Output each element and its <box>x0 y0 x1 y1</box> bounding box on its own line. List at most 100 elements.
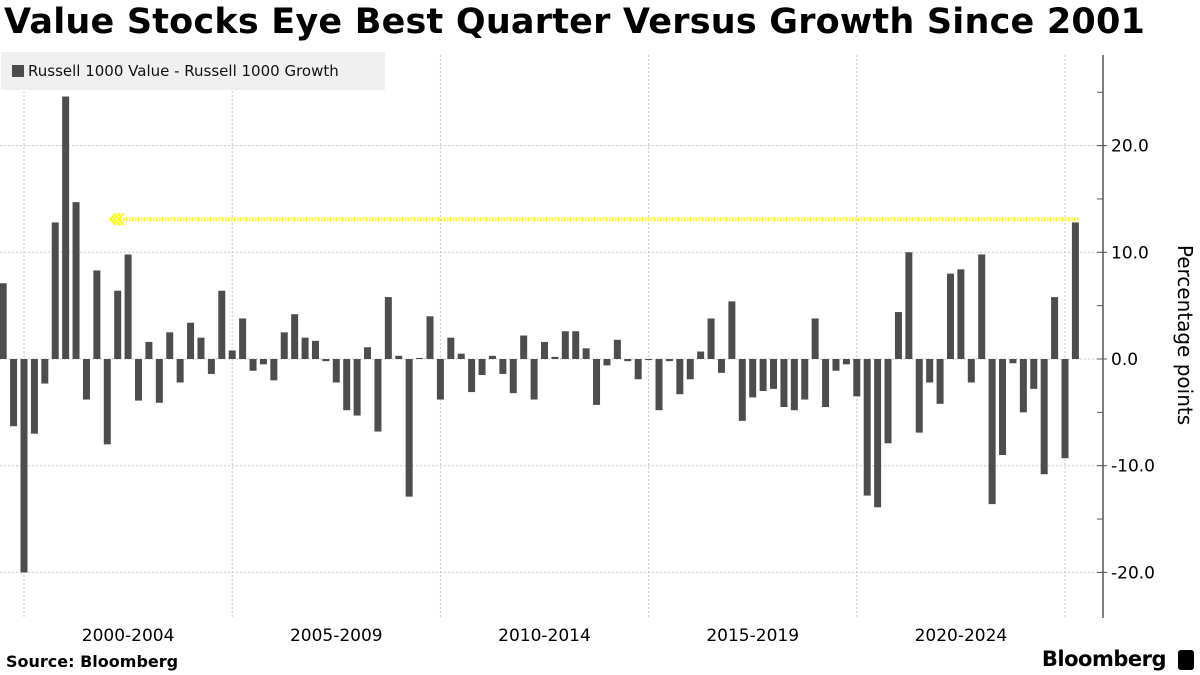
bar <box>353 359 361 416</box>
bar <box>551 356 559 359</box>
bar <box>343 359 351 411</box>
bar <box>20 359 28 573</box>
bloomberg-logo: Bloomberg <box>1041 647 1167 671</box>
bar <box>72 202 80 359</box>
y-tick-label: 0.0 <box>1111 350 1138 370</box>
bar <box>613 339 621 359</box>
bar <box>728 301 736 359</box>
bar <box>738 359 746 421</box>
bar <box>426 316 434 359</box>
bar <box>582 348 590 359</box>
bar <box>999 359 1007 456</box>
bar <box>665 359 673 362</box>
bar <box>915 359 923 433</box>
bar <box>770 359 778 389</box>
legend: Russell 1000 Value - Russell 1000 Growth <box>1 52 385 90</box>
legend-label: Russell 1000 Value - Russell 1000 Growth <box>28 62 339 80</box>
chart-title: Value Stocks Eye Best Quarter Versus Gro… <box>4 2 1146 42</box>
bar <box>1009 359 1017 364</box>
y-axis-label: Percentage points <box>1173 245 1197 425</box>
bar <box>520 335 528 359</box>
x-tick-label: 2020-2024 <box>915 626 1008 646</box>
bar <box>530 359 538 400</box>
source-note: Source: Bloomberg <box>6 652 179 671</box>
bar <box>749 359 757 398</box>
bar <box>187 322 195 359</box>
bar <box>1030 359 1038 389</box>
bar <box>280 332 288 359</box>
x-tick-label: 2015-2019 <box>706 626 799 646</box>
bar <box>759 359 767 392</box>
legend-swatch <box>12 65 24 77</box>
bar <box>322 359 330 362</box>
bar <box>572 331 580 359</box>
bar <box>842 359 850 365</box>
bar <box>541 341 548 359</box>
bar <box>697 351 705 359</box>
bar <box>853 359 861 397</box>
bar <box>301 337 309 359</box>
bar <box>311 340 319 359</box>
bar <box>332 359 340 383</box>
bar <box>155 359 163 403</box>
bar <box>499 359 507 374</box>
bar <box>259 359 267 365</box>
reference-arrow-icon <box>112 212 121 226</box>
bar <box>1040 359 1048 475</box>
bar <box>946 273 954 359</box>
bar <box>1019 359 1027 413</box>
bar <box>51 222 59 359</box>
bar <box>374 359 382 432</box>
bar <box>10 359 18 427</box>
bar <box>988 359 996 505</box>
bar <box>926 359 934 383</box>
x-tick-label: 2005-2009 <box>290 626 383 646</box>
bar <box>707 318 715 359</box>
bar <box>874 359 882 508</box>
bar <box>176 359 184 383</box>
bar <box>145 341 153 359</box>
bar <box>93 270 101 359</box>
bar <box>832 359 840 371</box>
bar <box>124 254 132 359</box>
bar <box>62 96 70 359</box>
bar <box>468 359 476 393</box>
bar <box>1071 222 1079 359</box>
bar <box>30 359 38 434</box>
bar <box>384 297 392 359</box>
bar <box>717 359 725 373</box>
bar <box>863 359 871 496</box>
y-tick-label: -10.0 <box>1111 457 1155 477</box>
bar <box>447 337 455 359</box>
bar <box>103 359 111 445</box>
bar <box>41 359 49 384</box>
bar <box>364 347 372 359</box>
bar <box>811 318 819 359</box>
y-tick-label: 10.0 <box>1111 243 1149 263</box>
bar <box>135 359 143 401</box>
bar <box>822 359 830 408</box>
bar <box>603 359 611 366</box>
bar <box>634 359 642 380</box>
bar <box>655 359 663 411</box>
bar <box>270 359 278 381</box>
bar <box>790 359 798 411</box>
bar <box>884 359 892 444</box>
reference-arrow-icon <box>108 212 117 226</box>
bar <box>478 359 486 376</box>
bar <box>218 290 226 359</box>
bar <box>1061 359 1069 459</box>
bar <box>509 359 517 394</box>
reference-arrow-icon <box>116 212 125 226</box>
bar <box>801 359 809 400</box>
y-tick-label: -20.0 <box>1111 563 1155 583</box>
bar <box>624 359 632 362</box>
bar <box>82 359 90 400</box>
bar <box>0 283 7 359</box>
bloomberg-terminal-icon <box>1178 650 1194 670</box>
bar <box>197 337 205 359</box>
bar <box>676 359 684 395</box>
bar <box>978 254 986 359</box>
bar <box>967 359 975 383</box>
